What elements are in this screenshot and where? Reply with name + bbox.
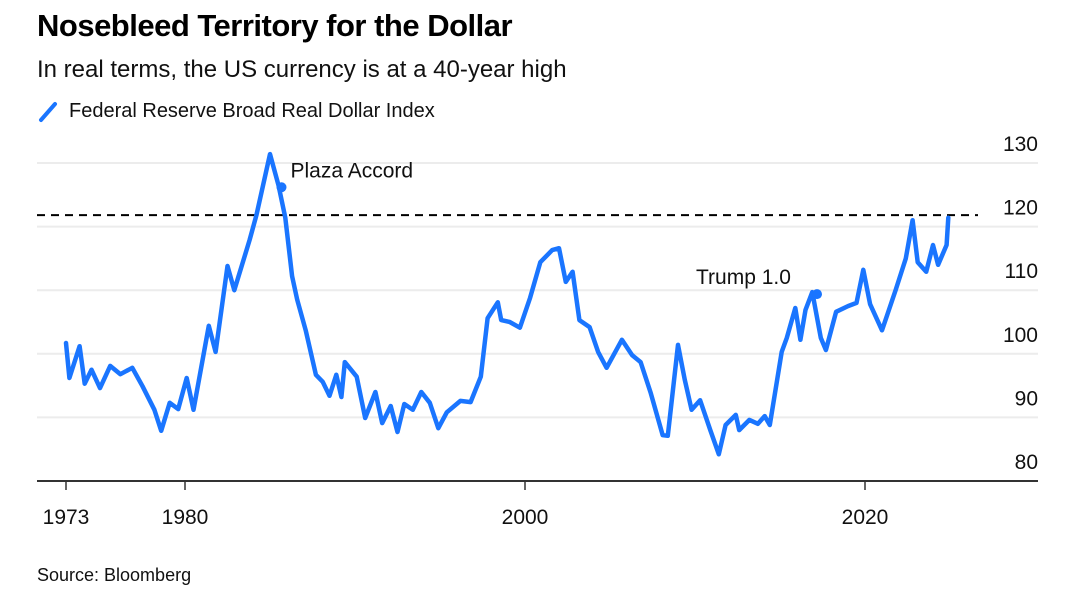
series-group [63,151,951,457]
x-tick-label-2020: 2020 [842,506,889,529]
annotation-plaza-accord: Plaza Accord [291,159,414,182]
annotations: Plaza Accord Trump 1.0 [276,159,822,300]
x-tick-label-1980: 1980 [162,506,209,529]
y-axis-ticks: 80 90 100 110 120 130 [1003,133,1038,474]
legend-label: Federal Reserve Broad Real Dollar Index [69,99,435,122]
y-tick-label-100: 100 [1003,324,1038,347]
series-line-0 [63,151,951,457]
y-tick-label-80: 80 [1015,451,1038,474]
source-note: Source: Bloomberg [37,565,192,585]
x-axis: 1973 1980 2000 2020 [37,480,1038,529]
y-tick-label-130: 130 [1003,133,1038,156]
legend-line-icon [39,102,57,122]
y-tick-label-90: 90 [1015,387,1038,410]
annotation-trump-1-0: Trump 1.0 [696,266,791,289]
chart-subtitle: In real terms, the US currency is at a 4… [37,56,567,83]
legend: Federal Reserve Broad Real Dollar Index [37,99,435,123]
y-tick-label-110: 110 [1005,260,1038,283]
x-tick-label-2000: 2000 [502,506,549,529]
chart-title: Nosebleed Territory for the Dollar [37,8,513,43]
x-tick-label-1973: 1973 [43,506,90,529]
annotation-marker [812,289,822,300]
y-tick-label-120: 120 [1003,197,1038,220]
annotation-marker [276,182,287,193]
